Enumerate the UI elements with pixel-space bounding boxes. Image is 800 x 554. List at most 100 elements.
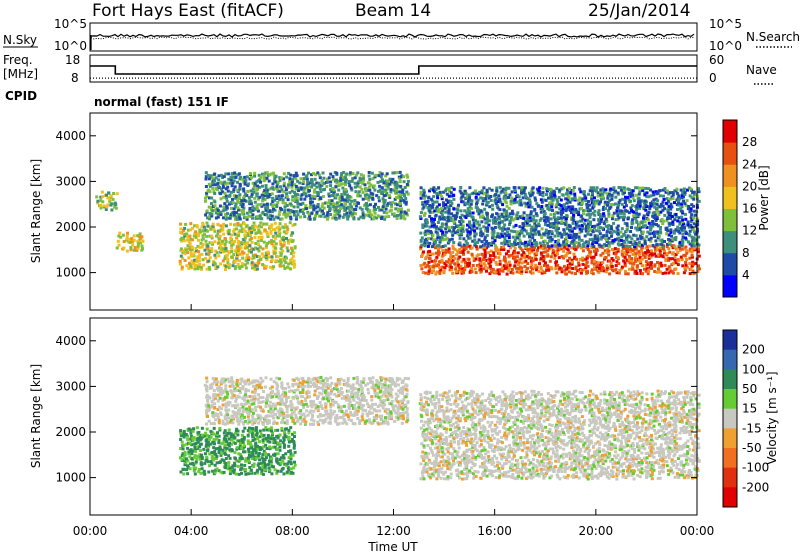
power-cell bbox=[282, 184, 286, 188]
power-cell bbox=[430, 245, 434, 249]
power-cell bbox=[332, 192, 336, 195]
power-cell bbox=[459, 264, 463, 268]
power-cell bbox=[280, 188, 284, 192]
velocity-cell bbox=[205, 389, 209, 393]
velocity-cell bbox=[233, 436, 237, 440]
power-cell bbox=[234, 215, 238, 219]
power-cell bbox=[422, 250, 425, 254]
power-cell bbox=[518, 240, 522, 244]
power-cell bbox=[441, 230, 445, 234]
power-cell bbox=[570, 271, 574, 275]
power-cell bbox=[334, 196, 338, 200]
power-cell bbox=[236, 258, 240, 262]
power-cell bbox=[203, 233, 206, 237]
velocity-cell bbox=[254, 446, 258, 449]
power-cell bbox=[264, 184, 268, 188]
power-cell bbox=[670, 244, 674, 248]
power-cell bbox=[642, 224, 645, 228]
power-colorbar-tick: 16 bbox=[742, 202, 757, 216]
power-cell bbox=[631, 218, 635, 222]
velocity-cell bbox=[269, 410, 273, 414]
power-cell bbox=[200, 252, 204, 256]
beam-label: Beam 14 bbox=[355, 1, 431, 21]
power-cell bbox=[275, 226, 279, 230]
power-cell bbox=[421, 226, 425, 229]
velocity-cell bbox=[283, 462, 287, 466]
power-cell bbox=[237, 265, 241, 269]
power-cell bbox=[531, 191, 535, 195]
velocity-cell bbox=[270, 391, 274, 395]
power-cell bbox=[697, 190, 701, 194]
power-cell bbox=[675, 198, 679, 202]
power-cell bbox=[356, 201, 360, 205]
power-cell bbox=[265, 233, 269, 236]
power-cell bbox=[249, 176, 253, 180]
power-cell bbox=[577, 235, 581, 239]
power-cell bbox=[634, 217, 638, 221]
power-cell bbox=[287, 171, 291, 175]
power-cell bbox=[249, 189, 253, 193]
power-cell bbox=[444, 222, 448, 226]
power-cell bbox=[556, 240, 559, 244]
power-cell bbox=[683, 193, 687, 196]
power-cell bbox=[434, 272, 438, 276]
velocity-cell bbox=[212, 394, 216, 398]
power-cell bbox=[207, 248, 211, 252]
velocity-cell bbox=[279, 439, 283, 443]
power-cell bbox=[657, 253, 661, 257]
power-cell bbox=[99, 206, 103, 210]
power-cell bbox=[498, 208, 502, 212]
power-cell bbox=[492, 254, 496, 257]
power-cell bbox=[557, 238, 561, 242]
power-cell bbox=[671, 246, 675, 250]
power-cell bbox=[683, 247, 687, 251]
power-cell bbox=[646, 218, 650, 221]
velocity-cell bbox=[215, 467, 219, 471]
power-cell bbox=[221, 259, 225, 263]
velocity-cell bbox=[224, 466, 228, 470]
power-cell bbox=[534, 241, 538, 244]
power-cell bbox=[687, 232, 691, 236]
velocity-cell bbox=[285, 427, 289, 431]
power-cell bbox=[290, 249, 294, 253]
power-cell bbox=[648, 253, 652, 257]
power-cell bbox=[490, 231, 494, 235]
power-cell bbox=[272, 187, 276, 191]
velocity-cell bbox=[191, 461, 195, 465]
power-cell bbox=[482, 186, 486, 190]
power-cell bbox=[207, 188, 211, 192]
power-cell bbox=[217, 178, 221, 182]
velocity-cell bbox=[179, 429, 183, 433]
power-cell bbox=[596, 199, 599, 203]
power-cell bbox=[248, 229, 251, 233]
power-cell bbox=[602, 234, 606, 238]
power-cell bbox=[327, 194, 331, 198]
power-cell bbox=[358, 176, 362, 180]
power-cell bbox=[618, 269, 622, 272]
power-cell bbox=[554, 210, 558, 214]
power-cell bbox=[468, 232, 472, 236]
power-cell bbox=[503, 218, 507, 222]
power-cell bbox=[516, 230, 519, 234]
power-cell bbox=[200, 245, 204, 249]
power-cell bbox=[468, 230, 472, 234]
power-cell bbox=[435, 251, 438, 255]
power-cell bbox=[539, 251, 543, 255]
power-cell bbox=[591, 230, 595, 234]
power-cell bbox=[226, 181, 230, 185]
power-cell bbox=[420, 253, 424, 257]
power-cell bbox=[540, 235, 544, 239]
power-cell bbox=[581, 262, 585, 266]
velocity-cell bbox=[210, 403, 214, 407]
power-cell bbox=[230, 246, 234, 250]
power-cell bbox=[602, 212, 606, 216]
power-cell bbox=[514, 259, 518, 263]
power-cell bbox=[225, 253, 229, 257]
power-cell bbox=[608, 241, 612, 245]
velocity-cell bbox=[235, 427, 239, 431]
power-cell bbox=[524, 245, 527, 249]
velocity-cell bbox=[281, 459, 285, 463]
power-cell bbox=[474, 195, 478, 199]
power-cell bbox=[685, 199, 689, 203]
velocity-cell bbox=[276, 452, 280, 456]
